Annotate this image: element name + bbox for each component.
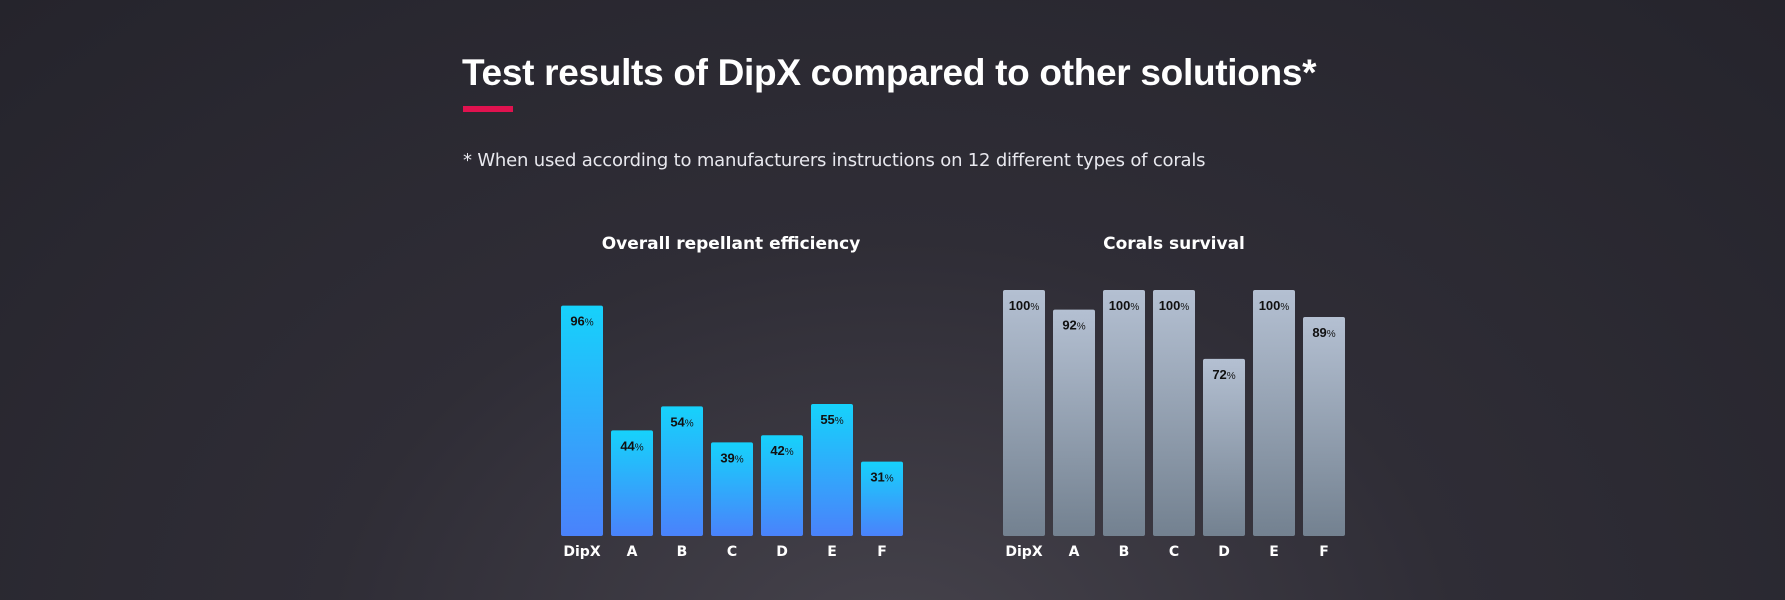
footnote: * When used according to manufacturers i…: [463, 150, 1206, 171]
x-tick-label: A: [1069, 544, 1080, 560]
x-tick-label: A: [627, 544, 638, 560]
data-label: 54%: [670, 414, 693, 429]
x-tick-label: D: [776, 544, 788, 560]
data-label: 100%: [1259, 298, 1290, 313]
bar-c: [711, 442, 753, 536]
x-tick-label: D: [1218, 544, 1230, 560]
data-label: 100%: [1009, 298, 1040, 313]
x-tick-label: DipX: [1005, 544, 1042, 560]
data-label: 42%: [770, 443, 793, 458]
bar-a: [1053, 309, 1095, 536]
x-tick-label: B: [1119, 544, 1130, 560]
bar-b: [1103, 290, 1145, 536]
x-tick-label: C: [1169, 544, 1179, 560]
bar-e: [811, 404, 853, 536]
data-label: 89%: [1312, 325, 1335, 340]
x-tick-label: E: [827, 544, 837, 560]
bar-a: [611, 430, 653, 536]
data-label: 44%: [620, 438, 643, 453]
chart-title-survival: Corals survival: [1103, 234, 1245, 254]
bar-d: [761, 435, 803, 536]
bar-b: [661, 406, 703, 536]
x-tick-label: DipX: [563, 544, 600, 560]
data-label: 96%: [570, 314, 593, 329]
data-label: 39%: [720, 450, 743, 465]
data-label: 92%: [1062, 318, 1085, 333]
bar-c: [1153, 290, 1195, 536]
bar-dipx: [1003, 290, 1045, 536]
bar-f: [1303, 317, 1345, 536]
data-label: 55%: [820, 412, 843, 427]
chart-0: 96% DipX 44% A 54% B 39% C 42% D 55% E 31% F: [561, 305, 903, 560]
x-tick-label: B: [677, 544, 688, 560]
x-tick-label: C: [727, 544, 737, 560]
x-tick-label: F: [1319, 544, 1329, 560]
bar-f: [861, 461, 903, 536]
x-tick-label: F: [877, 544, 887, 560]
data-label: 31%: [870, 470, 893, 485]
title-underline: [463, 106, 513, 112]
x-tick-label: E: [1269, 544, 1279, 560]
page-title: Test results of DipX compared to other s…: [462, 52, 1317, 93]
bar-dipx: [561, 305, 603, 536]
data-label: 72%: [1212, 367, 1235, 382]
chart-1: 100% DipX 92% A 100% B 100% C 72% D 100% E 89% F: [1003, 290, 1345, 560]
data-label: 100%: [1159, 298, 1190, 313]
bar-d: [1203, 358, 1245, 536]
data-label: 100%: [1109, 298, 1140, 313]
bar-e: [1253, 290, 1295, 536]
chart-title-efficiency: Overall repellant efficiency: [601, 234, 861, 254]
